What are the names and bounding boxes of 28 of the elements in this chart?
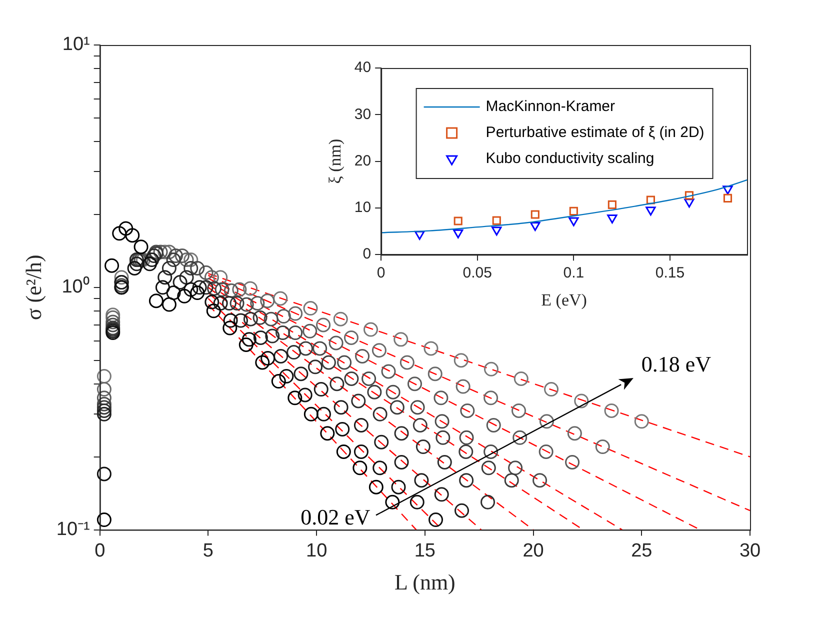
x-tick-label: 0.1 xyxy=(563,264,584,282)
y-tick-label: 10 xyxy=(354,199,372,216)
x-tick-label: 0 xyxy=(376,264,386,282)
x-tick-label: 20 xyxy=(522,540,544,562)
y-axis-title: ξ (nm) xyxy=(326,138,345,184)
x-tick-label: 0 xyxy=(94,540,106,562)
y-tick-label: 40 xyxy=(354,59,372,76)
legend-label: Perturbative estimate of ξ (in 2D) xyxy=(486,124,704,142)
x-tick-label: 15 xyxy=(414,540,436,562)
x-axis-title: E (eV) xyxy=(541,290,587,310)
legend-label: MacKinnon-Kramer xyxy=(486,98,616,116)
x-tick-label: 30 xyxy=(739,540,761,562)
x-tick-label: 0.05 xyxy=(462,264,492,282)
x-tick-label: 10 xyxy=(306,540,328,562)
y-tick-label: 30 xyxy=(354,106,372,123)
y-tick-label: 0 xyxy=(362,246,372,263)
y-tick-label: 20 xyxy=(354,152,372,170)
y-tick-label: 10⁻¹ xyxy=(56,519,90,540)
y-axis-title: σ (e²/h) xyxy=(20,254,46,320)
x-tick-label: 0.15 xyxy=(655,264,685,282)
x-tick-label: 5 xyxy=(202,540,214,562)
legend-label: Kubo conductivity scaling xyxy=(486,150,654,168)
y-tick-label: 10⁰ xyxy=(62,276,90,298)
x-axis-title: L (nm) xyxy=(394,570,456,595)
annotation: 0.02 eV xyxy=(300,504,370,530)
annotation: 0.18 eV xyxy=(641,352,712,377)
x-tick-label: 25 xyxy=(631,540,652,562)
y-tick-label: 10¹ xyxy=(62,34,90,56)
